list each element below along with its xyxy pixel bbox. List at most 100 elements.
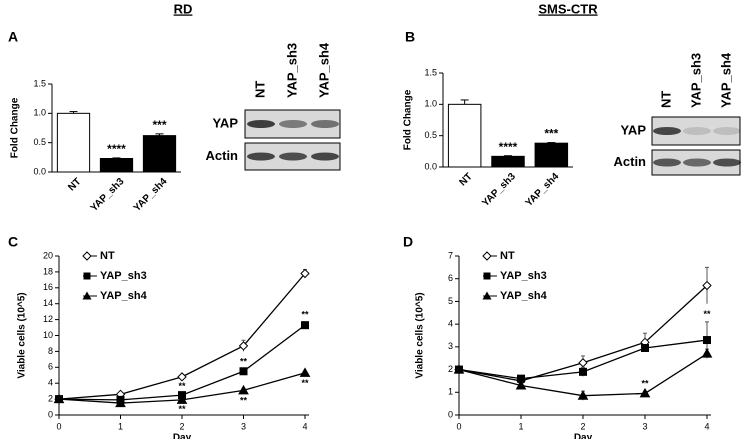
y-tick-label: 2 [48, 393, 53, 403]
panel-header: RD [174, 1, 193, 16]
y-tick-label: 4 [448, 319, 453, 329]
marker [453, 364, 465, 374]
lane-label: NT [658, 91, 673, 108]
marker [641, 343, 649, 352]
marker [301, 321, 309, 330]
marker [300, 268, 310, 279]
legend-label: YAP_sh4 [100, 290, 148, 302]
x-tick-label: NT [66, 176, 83, 193]
y-tick-label: 1 [448, 387, 453, 397]
marker [577, 390, 589, 400]
y-tick-label: 6 [48, 362, 53, 372]
x-tick-label: YAP_sh4 [132, 176, 170, 214]
bar [142, 135, 177, 173]
bar [56, 112, 91, 173]
y-tick-label: 16 [43, 282, 53, 292]
significance: ** [641, 379, 649, 389]
y-tick-label: 7 [448, 250, 453, 260]
marker [238, 341, 249, 351]
marker [115, 397, 126, 408]
y-tick-label: 8 [48, 346, 53, 356]
marker [703, 336, 711, 345]
x-tick-label: 2 [580, 421, 585, 431]
bar [534, 142, 569, 168]
significance: *** [544, 127, 558, 141]
blot-band [279, 120, 307, 128]
legend-marker [83, 272, 91, 280]
significance: ** [301, 378, 309, 388]
y-tick-label: 1.0 [33, 108, 46, 118]
marker [177, 372, 187, 382]
x-tick-label: 3 [241, 421, 246, 431]
marker [299, 367, 311, 377]
significance: ** [178, 381, 186, 391]
y-tick-label: 0.5 [33, 137, 46, 147]
panel-letter: C [8, 234, 18, 250]
blot-band [713, 127, 741, 135]
y-tick-label: 5 [448, 296, 453, 306]
y-tick-label: 0.0 [33, 166, 46, 176]
lane-label: YAP_sh3 [688, 53, 703, 108]
x-tick-label: 1 [518, 421, 523, 431]
x-axis-label: Day [574, 433, 593, 439]
significance: ** [240, 395, 248, 405]
x-axis-label: Day [173, 433, 192, 439]
panel-letter: B [405, 29, 415, 45]
marker [238, 384, 249, 395]
significance: **** [107, 142, 126, 156]
x-tick-label: 2 [179, 421, 184, 431]
blot-band [713, 158, 741, 167]
x-tick-label: 4 [704, 421, 709, 431]
y-tick-label: 10 [43, 330, 53, 340]
marker [702, 280, 712, 291]
x-tick-label: 1 [118, 421, 123, 431]
y-tick-label: 12 [43, 314, 53, 324]
marker [53, 393, 65, 404]
legend-label: NT [100, 250, 115, 262]
y-tick-label: 2 [448, 364, 453, 374]
marker [515, 379, 527, 390]
marker [639, 387, 651, 398]
x-tick-label: YAP_sh3 [480, 171, 518, 209]
x-tick-label: YAP_sh3 [89, 176, 127, 214]
panel-header: SMS-CTR [538, 1, 598, 16]
lane-label: YAP_sh4 [316, 42, 331, 98]
bar [447, 103, 482, 168]
row-label: YAP [212, 115, 238, 130]
lane-label: NT [252, 81, 267, 98]
y-tick-label: 4 [48, 378, 53, 388]
lane-label: YAP_sh4 [718, 52, 733, 108]
blot-band [683, 127, 711, 135]
y-tick-label: 18 [43, 266, 53, 276]
x-tick-label: NT [457, 171, 474, 188]
blot-band [279, 152, 307, 161]
y-axis-label: Fold Change [403, 89, 414, 150]
x-tick-label: 3 [642, 421, 647, 431]
legend-marker [483, 272, 491, 280]
blot-band [247, 152, 275, 161]
legend-marker [82, 291, 92, 300]
y-tick-label: 1.5 [33, 78, 46, 88]
bar [99, 158, 134, 173]
blot-band [247, 120, 275, 128]
blot-band [311, 120, 339, 128]
x-tick-label: 0 [456, 421, 461, 431]
lane-label: YAP_sh3 [284, 43, 299, 98]
y-tick-label: 20 [43, 250, 53, 260]
legend-marker [482, 291, 492, 300]
x-tick-label: 0 [56, 421, 61, 431]
legend-marker [482, 251, 492, 261]
significance: ** [703, 337, 711, 347]
significance: ** [703, 309, 711, 319]
legend-label: YAP_sh3 [500, 270, 547, 282]
blot-band [311, 152, 339, 161]
legend-marker [82, 251, 92, 261]
row-label: YAP [620, 122, 646, 137]
y-tick-label: 0 [48, 409, 53, 419]
significance: ** [178, 404, 186, 414]
y-tick-label: 6 [448, 273, 453, 283]
panel-letter: A [8, 29, 18, 45]
marker [701, 348, 713, 358]
x-tick-label: 4 [302, 421, 307, 431]
